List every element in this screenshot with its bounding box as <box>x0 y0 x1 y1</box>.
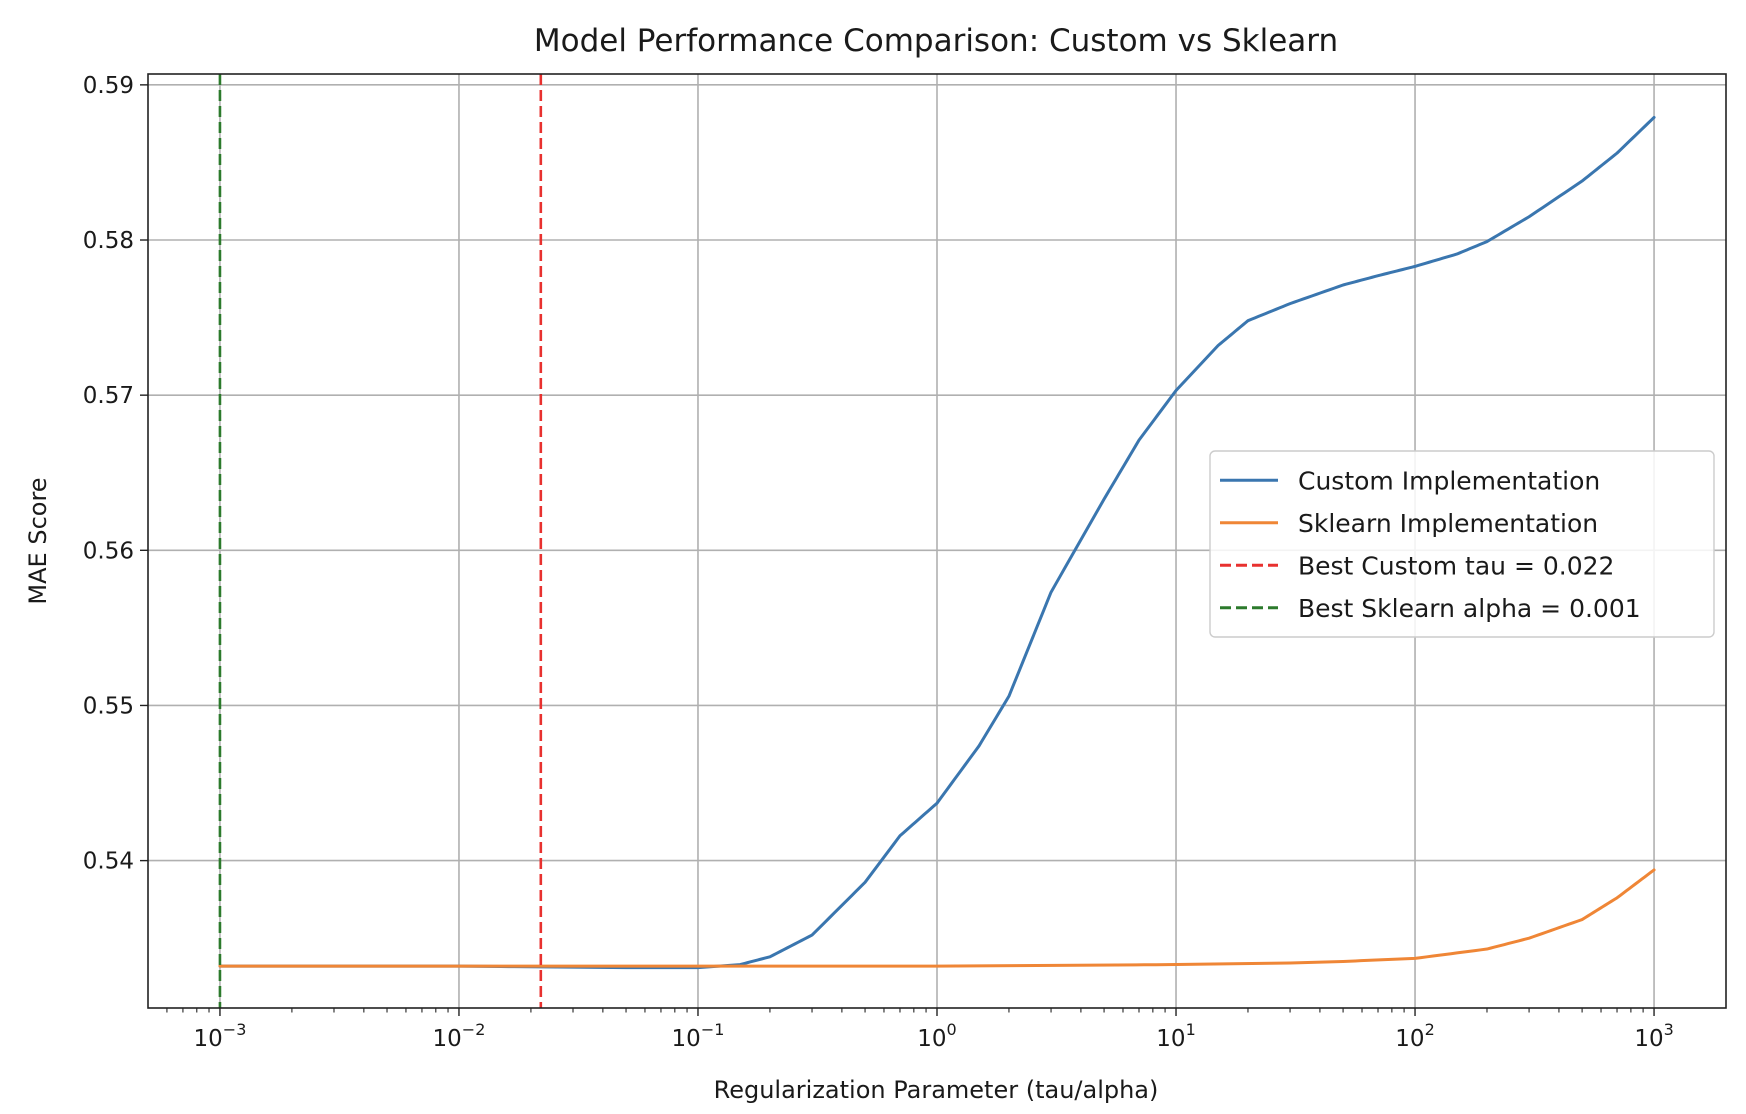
series-lines <box>218 115 1656 970</box>
y-axis-ticks: 0.54 0.55 0.56 0.57 0.58 0.59 <box>83 73 148 875</box>
chart-title: Model Performance Comparison: Custom vs … <box>534 23 1338 59</box>
y-tick-label: 0.57 <box>83 383 134 409</box>
x-tick-label: 10−2 <box>433 1020 486 1052</box>
y-tick-label: 0.59 <box>83 73 134 99</box>
y-tick-label: 0.58 <box>83 228 134 254</box>
x-tick-label: 10−3 <box>194 1020 247 1052</box>
x-tick-label: 101 <box>1156 1020 1195 1052</box>
x-tick-label: 102 <box>1395 1020 1434 1052</box>
reference-lines <box>218 74 543 1008</box>
legend-label: Sklearn Implementation <box>1298 509 1598 538</box>
legend-label: Custom Implementation <box>1298 466 1600 495</box>
legend-label: Best Sklearn alpha = 0.001 <box>1298 594 1641 623</box>
series-line <box>218 868 1656 968</box>
y-tick-label: 0.55 <box>83 693 134 719</box>
x-tick-label: 100 <box>917 1020 956 1052</box>
plot-frame <box>147 73 1727 1009</box>
x-axis-label: Regularization Parameter (tau/alpha) <box>714 1076 1159 1104</box>
legend: Custom Implementation Sklearn Implementat… <box>1209 450 1715 638</box>
y-tick-label: 0.56 <box>83 538 134 564</box>
x-tick-label: 103 <box>1634 1020 1673 1052</box>
series-line <box>218 115 1656 970</box>
legend-label: Best Custom tau = 0.022 <box>1298 551 1614 580</box>
x-tick-label: 10−1 <box>672 1020 725 1052</box>
legend-box <box>1209 450 1715 638</box>
x-axis-ticks: 10−3 10−2 10−1 100 101 102 103 <box>194 1008 1674 1052</box>
y-axis-label: MAE Score <box>24 477 52 604</box>
y-tick-label: 0.54 <box>83 849 134 875</box>
